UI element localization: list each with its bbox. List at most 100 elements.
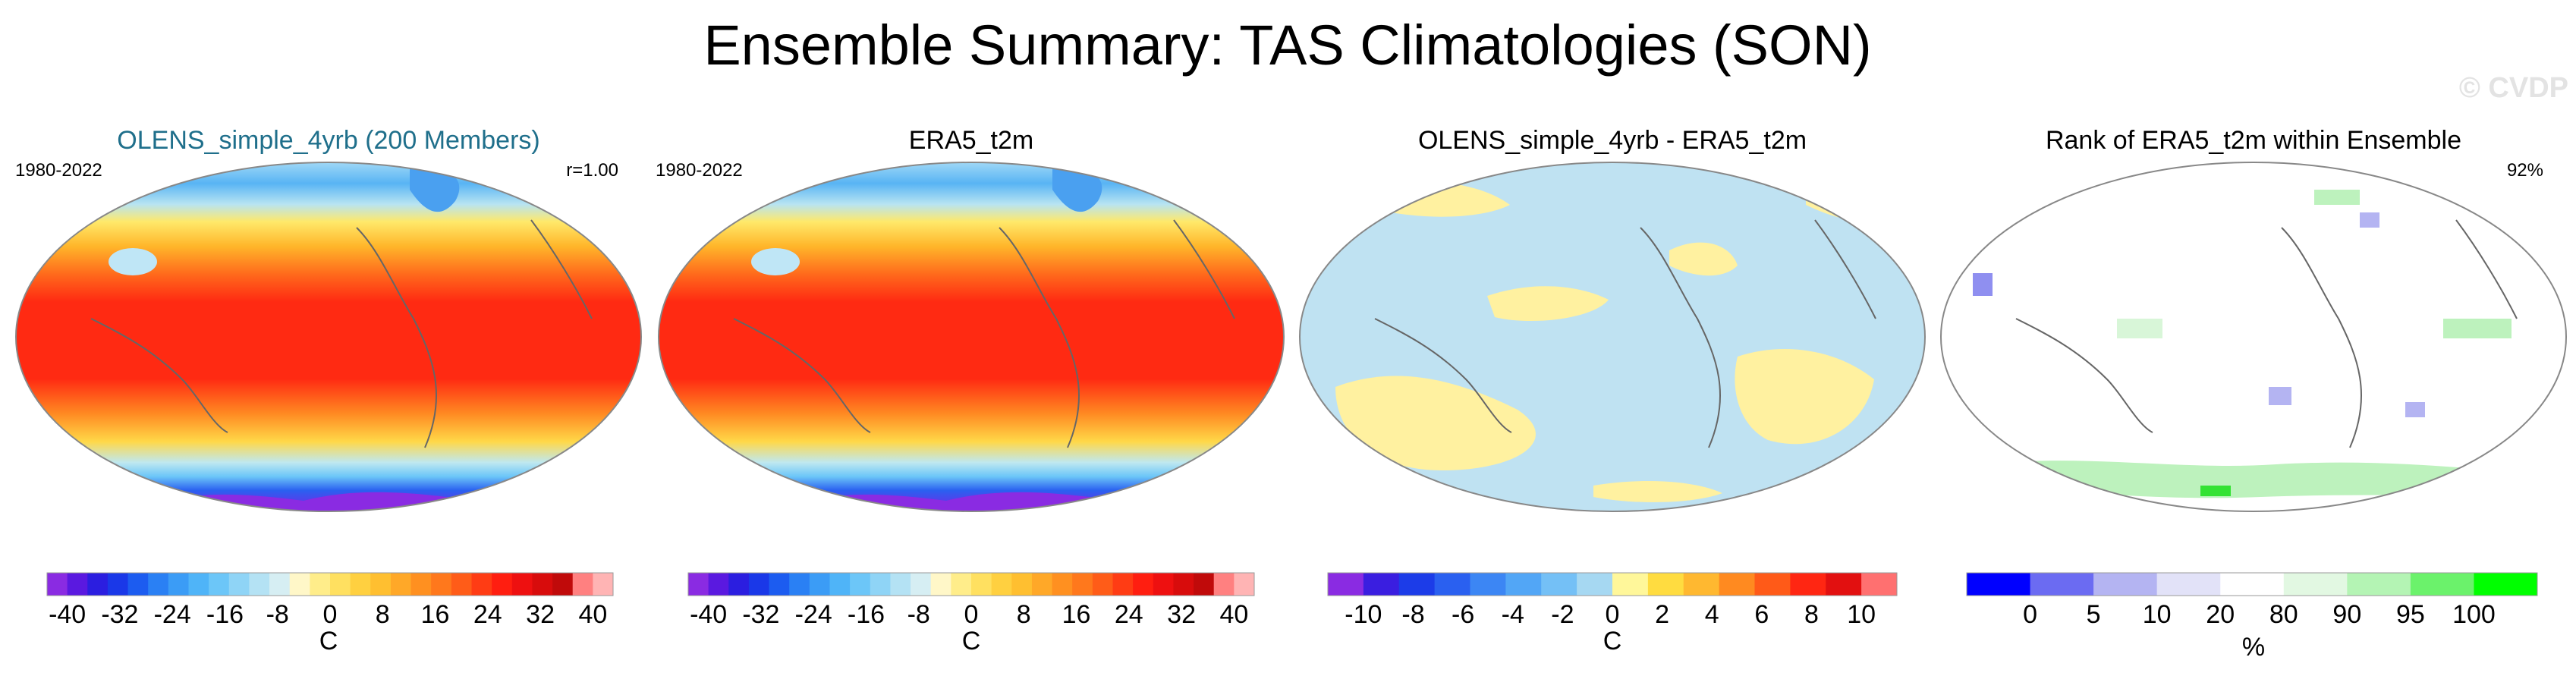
colorbar-swatch <box>1719 573 1756 596</box>
colorbar-swatch <box>2410 573 2474 596</box>
panel-2-colorbar-ticks: -40 -32 -24 -16 -8 0 8 16 24 32 40 <box>690 600 1248 629</box>
panel-1-title: OLENS_simple_4yrb (200 Members) <box>117 126 539 155</box>
panel-4-colorbar <box>1966 572 2538 596</box>
colorbar-swatch <box>1790 573 1826 596</box>
panel-4-colorbar-ticks: 0 5 10 20 80 90 95 100 <box>2023 600 2496 629</box>
colorbar-swatch <box>2220 573 2285 596</box>
panel-3-positive-region-1 <box>1335 376 1536 470</box>
colorbar-tick-label: 0 <box>964 600 979 629</box>
colorbar-tick-label: 0 <box>2023 600 2037 629</box>
colorbar-tick-label: 8 <box>376 600 390 629</box>
colorbar-swatch <box>532 573 553 596</box>
colorbar-swatch <box>492 573 513 596</box>
panel-4-low-rank-patch-1 <box>1973 273 1993 296</box>
colorbar-tick-label: 8 <box>1804 600 1819 629</box>
panel-1-period: 1980-2022 <box>15 160 102 181</box>
colorbar-swatch <box>107 573 129 596</box>
colorbar-tick-label: 24 <box>473 600 502 629</box>
colorbar-swatch <box>1541 573 1577 596</box>
panel-2-temperature-field <box>659 162 1284 511</box>
panel-3-title: OLENS_simple_4yrb - ERA5_t2m <box>1418 126 1807 155</box>
colorbar-swatch <box>1092 573 1113 596</box>
colorbar-swatch <box>471 573 492 596</box>
colorbar-swatch <box>1398 573 1436 596</box>
colorbar-swatch <box>2093 573 2158 596</box>
panel-4-high-rank-patch-2 <box>2117 319 2162 338</box>
panel-4-colorbar-label: % <box>2242 633 2265 662</box>
colorbar-tick-label: 40 <box>578 600 607 629</box>
colorbar-tick-label: 16 <box>421 600 450 629</box>
colorbar-tick-label: 4 <box>1705 600 1719 629</box>
panel-3-map-border <box>1299 162 1926 512</box>
panel-3-colorbar-label: C <box>1603 627 1622 656</box>
colorbar-tick-label: 16 <box>1062 600 1091 629</box>
colorbar-swatch <box>1754 573 1791 596</box>
colorbar-swatch <box>708 573 729 596</box>
colorbar-swatch <box>2156 573 2221 596</box>
panel-4-high-rank-patch-1 <box>2200 486 2231 496</box>
panel-2-map-border <box>658 162 1285 512</box>
panel-1-coastlines <box>90 219 593 448</box>
colorbar-tick-label: -24 <box>154 600 191 629</box>
colorbar-swatch <box>1470 573 1506 596</box>
colorbar-tick-label: -8 <box>907 600 930 629</box>
colorbar-swatch <box>67 573 88 596</box>
colorbar-swatch <box>688 573 709 596</box>
colorbar-tick-label: 24 <box>1115 600 1143 629</box>
panel-era5-climatology: ERA5_t2m 1980-2022 -40 -32 -24 -16 -8 0 8 16 24 3… <box>656 126 1285 656</box>
colorbar-swatch <box>1861 573 1898 596</box>
colorbar-frame <box>1966 572 2538 596</box>
colorbar-tick-label: 2 <box>1655 600 1669 629</box>
panel-4-low-rank-patch-2 <box>2360 212 2379 228</box>
colorbar-swatch <box>911 573 932 596</box>
colorbar-tick-label: -8 <box>1401 600 1424 629</box>
colorbar-tick-label: -8 <box>266 600 289 629</box>
colorbar-swatch <box>1434 573 1471 596</box>
panel-3-positive-region-4 <box>1735 349 1874 445</box>
colorbar-swatch <box>228 573 250 596</box>
colorbar-tick-label: 6 <box>1754 600 1769 629</box>
colorbar-swatch <box>1072 573 1093 596</box>
panel-difference: OLENS_simple_4yrb - ERA5_t2m -10 -8 -6 -4 -2… <box>1299 126 1926 656</box>
colorbar-swatch <box>47 573 68 596</box>
panel-4-coastlines <box>2015 219 2518 448</box>
colorbar-tick-label: -6 <box>1452 600 1474 629</box>
panel-4-low-rank-patch-3 <box>2269 387 2291 405</box>
colorbar-swatch <box>1052 573 1073 596</box>
colorbar-swatch <box>748 573 770 596</box>
colorbar-tick-label: 20 <box>2206 600 2235 629</box>
colorbar-frame <box>1327 572 1898 596</box>
colorbar-swatch <box>350 573 371 596</box>
colorbar-swatch <box>330 573 351 596</box>
colorbar-frame <box>687 572 1255 596</box>
colorbar-swatch <box>1234 573 1255 596</box>
colorbar-swatch <box>593 573 614 596</box>
colorbar-tick-label: 100 <box>2452 600 2496 629</box>
colorbar-swatch <box>728 573 750 596</box>
panel-3-positive-region-3 <box>1669 242 1738 276</box>
colorbar-swatch <box>1967 573 2031 596</box>
colorbar-swatch <box>1328 573 1364 596</box>
colorbar-tick-label: -2 <box>1551 600 1574 629</box>
colorbar-swatch <box>829 573 851 596</box>
colorbar-swatch <box>1133 573 1154 596</box>
colorbar-swatch <box>572 573 593 596</box>
colorbar-tick-label: -40 <box>690 600 727 629</box>
colorbar-swatch <box>890 573 911 596</box>
panel-1-correlation: r=1.00 <box>566 160 618 181</box>
panel-4-map-border <box>1940 162 2567 512</box>
colorbar-swatch <box>850 573 871 596</box>
colorbar-tick-label: 10 <box>1847 600 1876 629</box>
colorbar-tick-label: 32 <box>1167 600 1196 629</box>
colorbar-tick-label: 0 <box>323 600 338 629</box>
panel-4-high-rank-southern-ocean <box>2003 461 2534 498</box>
panel-3-positive-region-7 <box>1593 481 1722 502</box>
panel-1-antarctica <box>121 492 531 511</box>
colorbar-tick-label: 40 <box>1219 600 1248 629</box>
colorbar-swatch <box>1826 573 1862 596</box>
colorbar-tick-label: -24 <box>795 600 832 629</box>
colorbar-swatch <box>769 573 790 596</box>
panel-rank: Rank of ERA5_t2m within Ensemble 92% 0 5 1… <box>1940 126 2567 662</box>
panel-2-colorbar <box>687 572 1255 596</box>
panel-1-colorbar-ticks: -40 -32 -24 -16 -8 0 8 16 24 32 40 <box>49 600 607 629</box>
